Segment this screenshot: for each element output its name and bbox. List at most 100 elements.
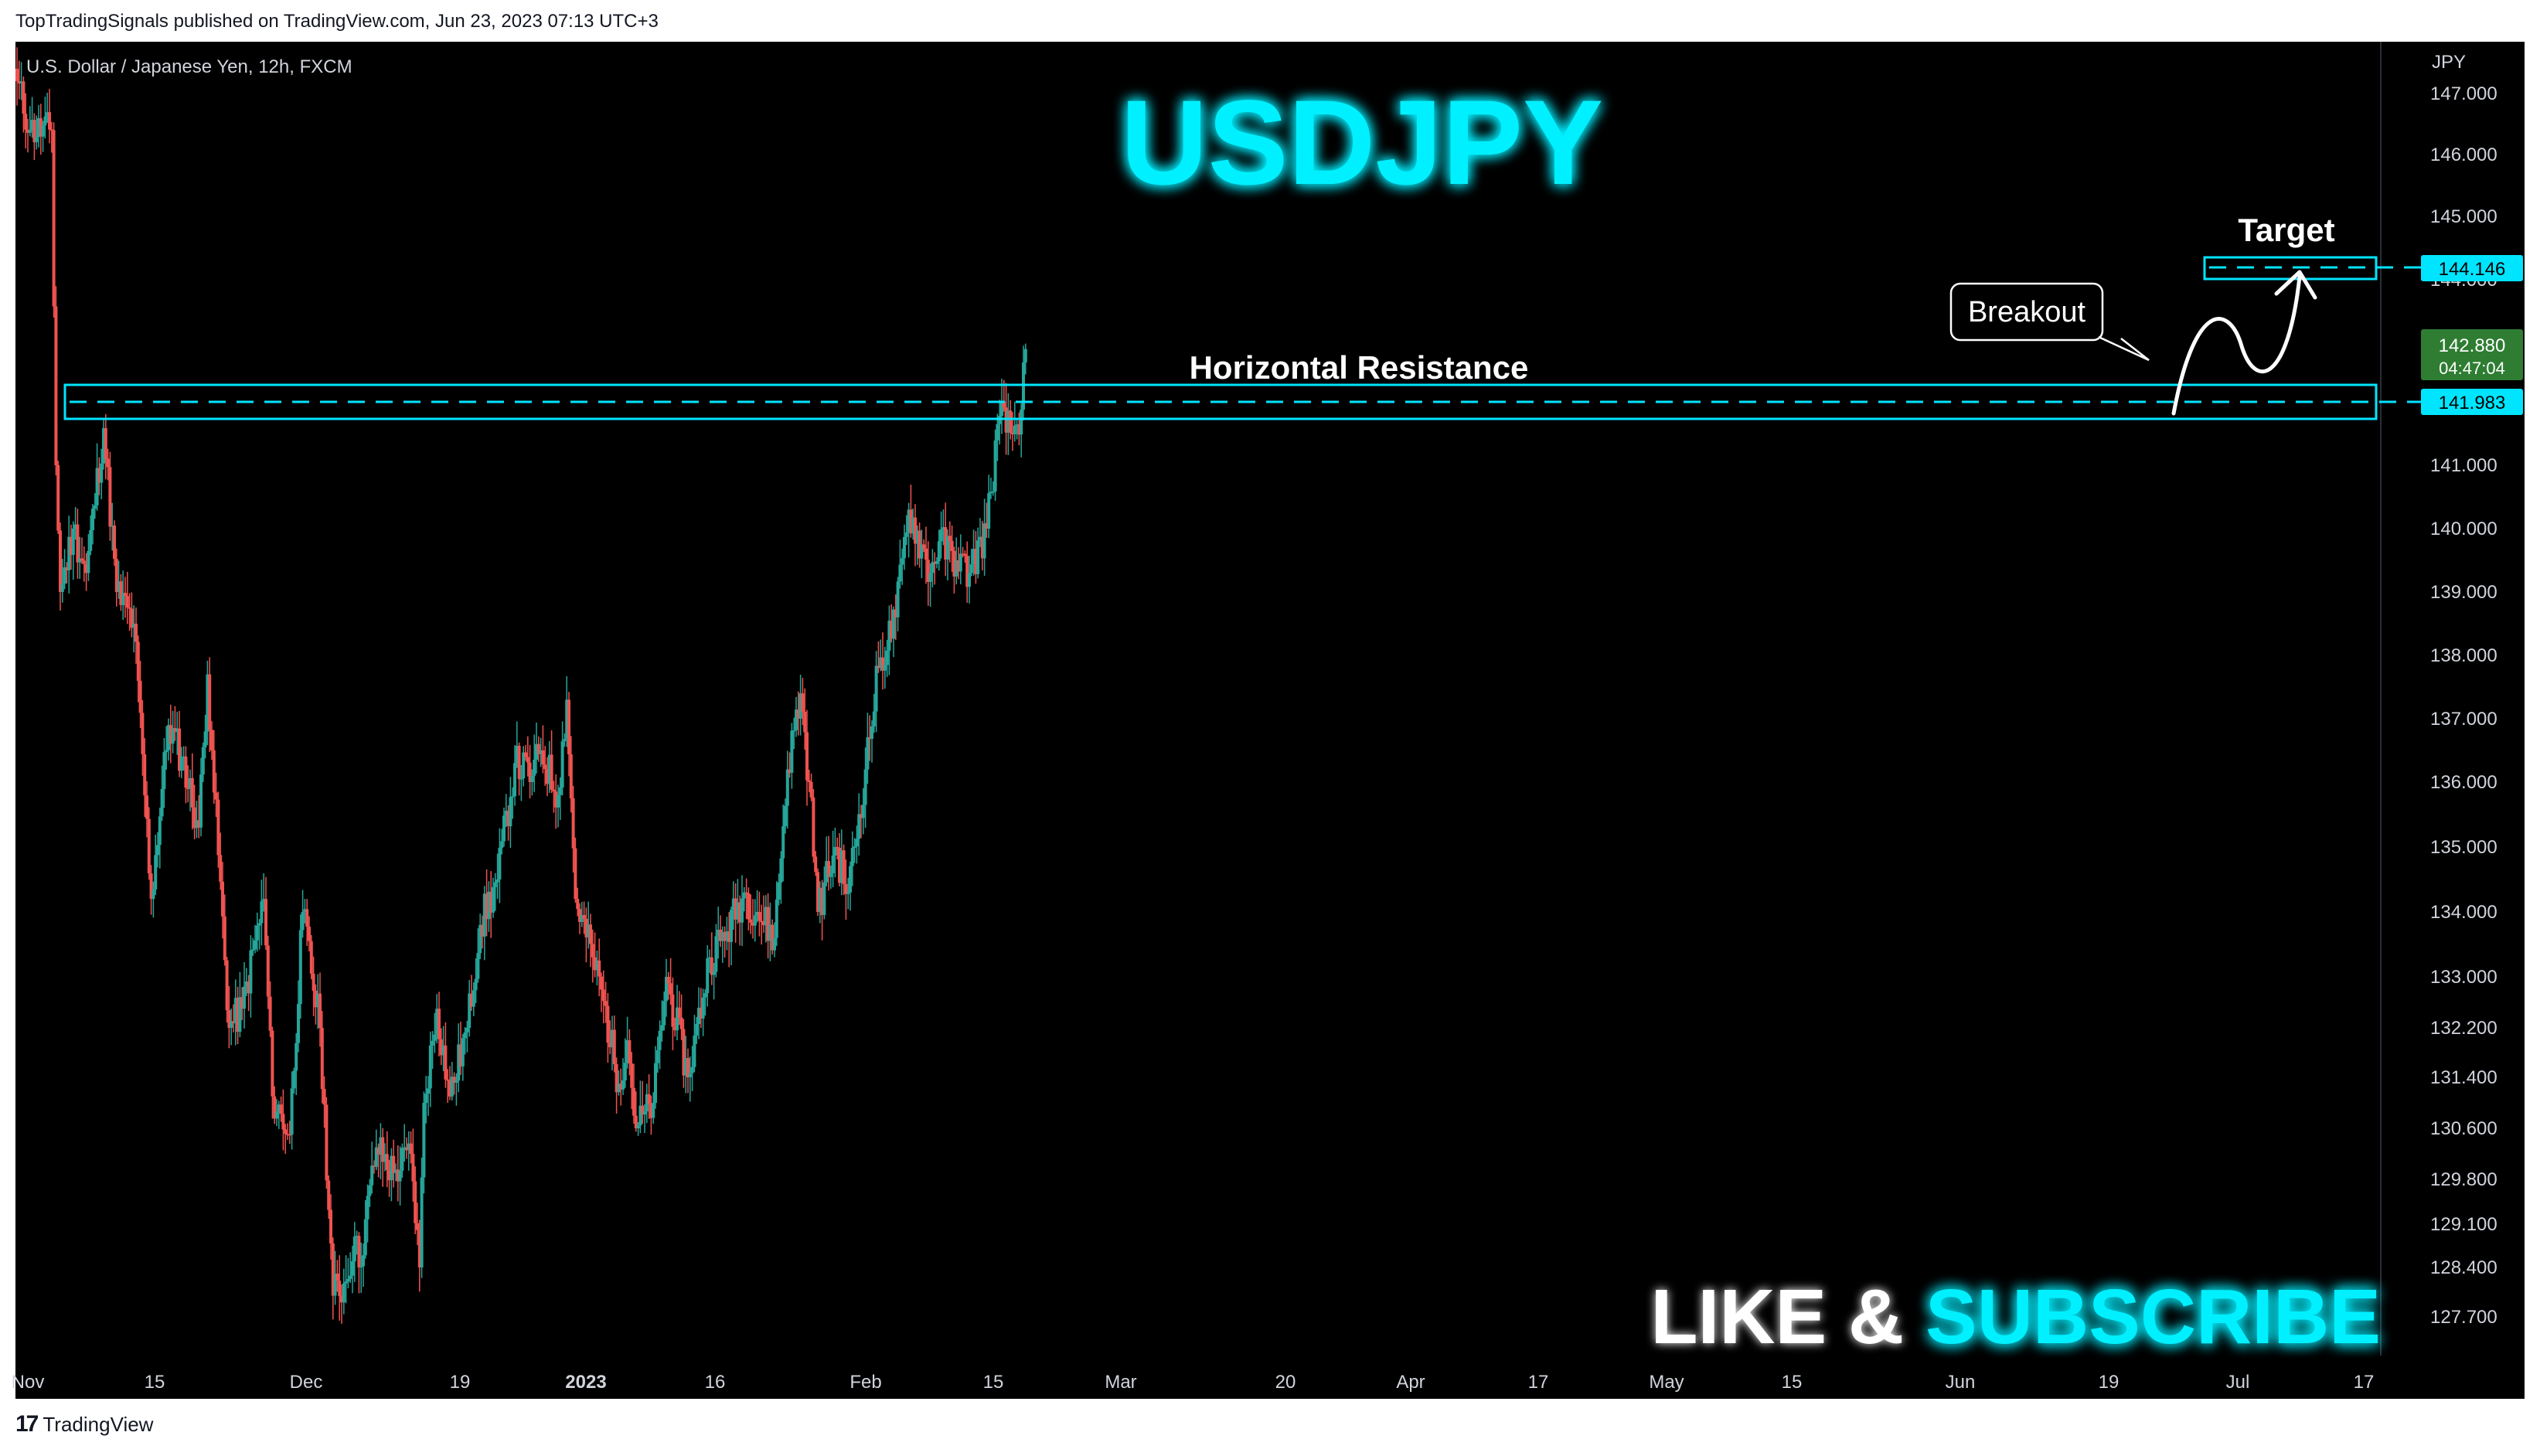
candle-down [922, 544, 926, 549]
candle-down [546, 769, 549, 784]
candle-up [580, 915, 584, 922]
candle-down [266, 945, 270, 997]
candle-up [500, 841, 504, 848]
candle-down [801, 693, 805, 712]
candle-down [677, 1007, 681, 1018]
candle-up [93, 505, 97, 509]
candle-up [463, 1032, 467, 1039]
y-tick-label: 130.600 [2430, 1118, 2497, 1139]
projection-arrowhead [2274, 270, 2317, 300]
candle-down [673, 1026, 677, 1031]
candle-up [257, 923, 261, 926]
candle-down [236, 998, 240, 1032]
candle-down [481, 924, 484, 937]
candle-up [427, 1088, 430, 1094]
candle-up [621, 1080, 625, 1090]
candle-up [46, 112, 49, 117]
candle-up [295, 1043, 298, 1071]
candle-up [872, 711, 876, 726]
candle-up [785, 769, 789, 806]
footer-brand[interactable]: 17 TradingView [15, 1411, 153, 1437]
candle-up [455, 1080, 458, 1083]
candle-down [125, 596, 129, 608]
candle-down [70, 536, 73, 556]
y-axis-unit: JPY [2432, 52, 2466, 73]
candle-down [273, 1096, 277, 1119]
candle-up [368, 1185, 372, 1196]
candle-down [149, 873, 153, 900]
candle-up [152, 890, 155, 900]
candle-up [162, 752, 166, 789]
candle-up [509, 797, 512, 827]
candle-down [666, 977, 670, 984]
candle-down [268, 996, 272, 1031]
candle-down [868, 737, 872, 740]
candle-up [989, 492, 993, 494]
candle-down [933, 562, 937, 564]
x-tick-label: 19 [2099, 1372, 2120, 1393]
candle-down [838, 848, 841, 883]
candle-down [459, 1044, 462, 1066]
candle-up [433, 1034, 437, 1041]
candle-up [539, 750, 543, 754]
candle-up [903, 536, 906, 559]
candle-up [955, 560, 958, 577]
candle-down [357, 1236, 361, 1267]
candle-down [219, 855, 223, 882]
candle-up [939, 529, 943, 542]
like-subscribe-banner: LIKE & SUBSCRIBE [1650, 1274, 2381, 1360]
candle-down [974, 549, 978, 574]
candle-up [359, 1266, 363, 1267]
candle-down [598, 960, 601, 977]
y-tick-label: 131.400 [2430, 1067, 2497, 1088]
x-tick-label: Mar [1105, 1372, 1136, 1393]
candle-up [482, 893, 486, 937]
candle-up [189, 777, 192, 789]
candle-down [582, 915, 586, 919]
candle-down [877, 665, 880, 668]
candle-up [560, 741, 564, 788]
candle-up [303, 909, 307, 912]
candle-up [720, 932, 724, 941]
candle-up [121, 593, 125, 605]
candle-up [892, 609, 895, 639]
candle-up [407, 1143, 410, 1151]
x-tick-label: 19 [450, 1372, 471, 1393]
footer-brand-label: TradingView [43, 1412, 154, 1436]
candle-down [97, 468, 101, 483]
candle-down [141, 713, 145, 754]
candle-up [855, 839, 859, 847]
candle-up [1006, 410, 1010, 433]
candle-up [249, 950, 253, 994]
candle-down [669, 983, 672, 995]
candle-up [498, 848, 502, 879]
candle-up [690, 1066, 694, 1073]
x-tick-label: Nov [12, 1372, 45, 1393]
candle-down [54, 306, 58, 465]
candle-down [320, 1028, 324, 1089]
candle-up [654, 1063, 657, 1103]
candle-up [887, 621, 891, 651]
subscribe-text: SUBSCRIBE [1925, 1274, 2381, 1360]
candle-up [829, 873, 832, 877]
candle-down [552, 789, 556, 792]
candle-down [309, 941, 313, 974]
candle-down [578, 909, 581, 922]
candle-down [948, 536, 952, 541]
candle-up [784, 805, 787, 827]
candle-down [247, 981, 250, 994]
candle-down [909, 509, 913, 534]
candle-down [550, 754, 553, 790]
candle-up [972, 549, 975, 565]
candle-down [186, 788, 190, 789]
candle-up [638, 1105, 642, 1126]
candle-up [87, 550, 90, 573]
candle-up [684, 1058, 688, 1076]
candle-up [195, 820, 199, 828]
candle-up [374, 1147, 378, 1167]
y-tick-label: 127.700 [2430, 1307, 2497, 1328]
candle-up [28, 130, 32, 133]
candle-down [543, 764, 547, 770]
x-tick-label: 20 [1275, 1372, 1296, 1393]
